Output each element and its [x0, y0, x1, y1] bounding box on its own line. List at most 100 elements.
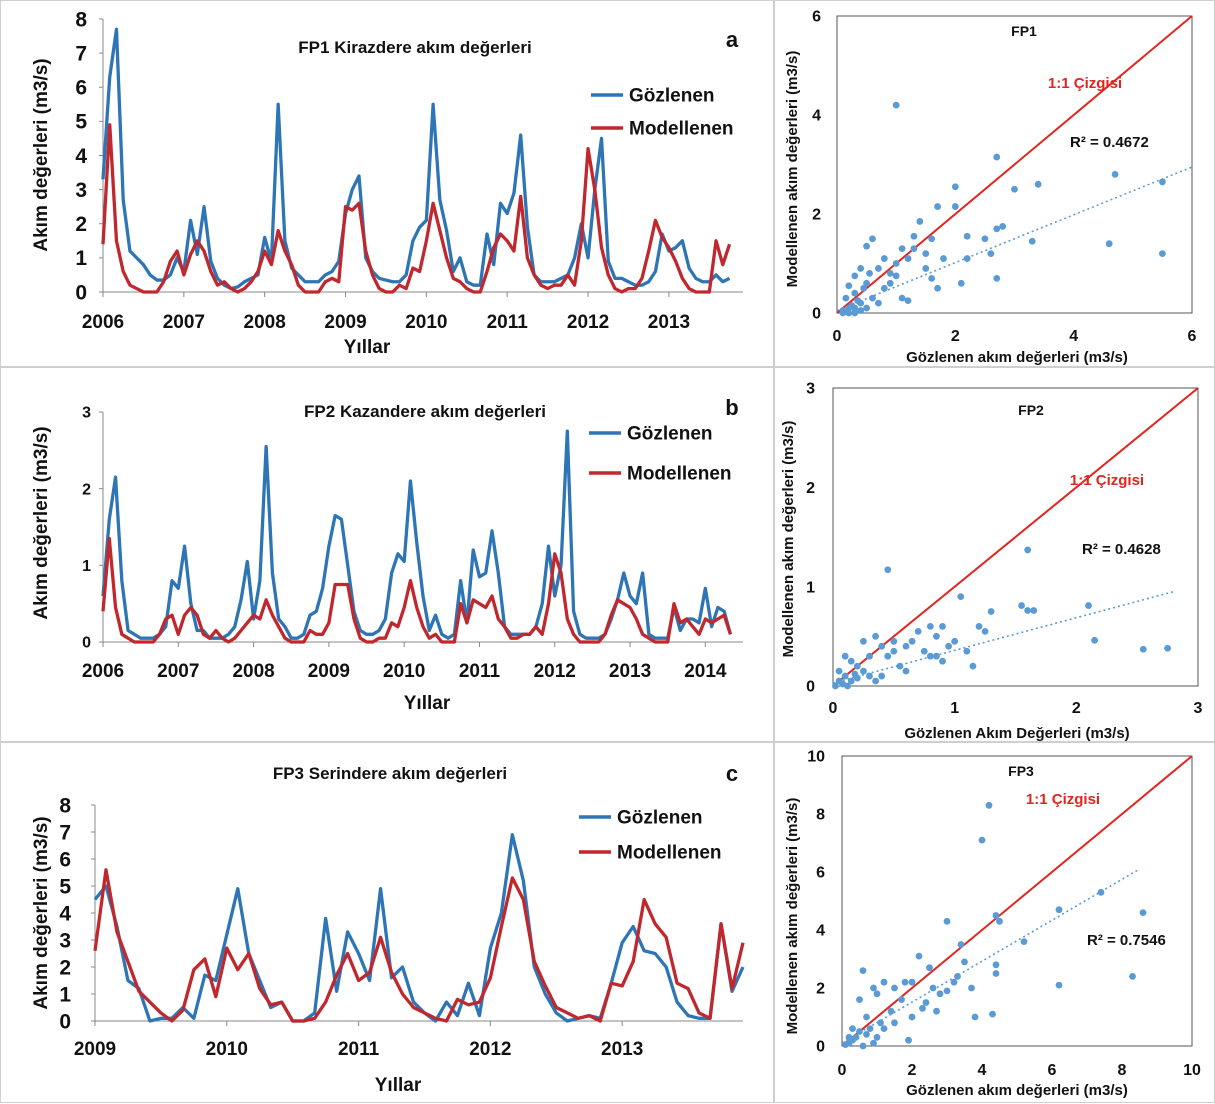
scatter-point [1030, 607, 1038, 614]
scatter-point [892, 101, 900, 109]
scatter-point [999, 222, 1007, 230]
plot-frame [832, 387, 1199, 687]
scatter-point [1020, 938, 1028, 945]
x-tick-label: 2011 [338, 1039, 380, 1060]
panel-fp1-scatter: 0 2 4 6 0 2 4 6 FP1 1:1 Çizgisi R² = 0.4672 Gözlene… [774, 0, 1215, 367]
r-squared-label: R² = 0.4672 [1070, 134, 1149, 151]
scatter-point [872, 677, 879, 685]
scatter-point [993, 153, 1001, 161]
x-tick-label: 2011 [459, 661, 501, 682]
scatter-point [851, 309, 859, 317]
scatter-point [934, 203, 941, 210]
chart-title: FP2 Kazandere akım değerleri [304, 402, 546, 421]
scatter-point [939, 623, 946, 630]
trend-line [832, 590, 1174, 684]
scatter-point [963, 232, 971, 240]
scatter-point [996, 917, 1003, 925]
scatter-point [880, 978, 888, 986]
y-tick-label: 0 [812, 306, 821, 323]
scatter-point [875, 299, 882, 307]
x-axis-label: Gözlenen akım değerleri (m3/s) [906, 349, 1128, 366]
series-line-modelled [101, 536, 733, 644]
y-tick-label: 1 [75, 247, 87, 270]
scatter-point [926, 623, 934, 630]
scatter-point [841, 672, 849, 680]
panel-fp3-timeseries: 0 1 2 3 4 5 6 7 8 2009 2010 2011 2012 2013 FP3 Serinde… [0, 742, 774, 1103]
scatter-point [904, 255, 912, 262]
scatter-point [844, 682, 851, 690]
y-tick-label: 0 [806, 679, 815, 696]
x-tick-label: 4 [978, 1062, 987, 1079]
scatter-point [957, 279, 965, 287]
scatter-point [951, 637, 959, 645]
x-tick-label: 2012 [534, 661, 576, 682]
panel-fp3-scatter: 0 2 4 6 8 10 0 2 4 6 8 10 FP3 1:1 Çizgisi R² = 0.7546 G… [774, 742, 1215, 1103]
scatter-point [856, 1028, 863, 1035]
scatter-point [845, 1033, 853, 1041]
scatter-point [872, 632, 879, 640]
scatter-point [950, 978, 958, 986]
x-tick-label: 2 [908, 1062, 917, 1079]
x-tick-label: 2006 [82, 661, 124, 682]
scatter-point [1055, 906, 1063, 914]
scatter-point [854, 297, 862, 305]
one-to-one-line [832, 387, 1199, 687]
panel-fp2-timeseries: 0 1 2 3 2006 2007 2008 2009 2010 2011 2012 2013 2014… [0, 367, 774, 742]
scatter-point [1111, 171, 1119, 178]
x-tick-label: 2010 [383, 661, 425, 682]
scatter-point [971, 1013, 979, 1021]
scatter-point [1028, 237, 1036, 245]
scatter-point [1139, 645, 1147, 653]
scatter-point [860, 637, 867, 645]
y-tick-label: 4 [59, 902, 71, 925]
chart-title: FP3 Serindere akım değerleri [273, 764, 507, 783]
scatter-point [908, 978, 916, 986]
scatter-point [901, 978, 909, 986]
scatter-point [975, 623, 983, 630]
scatter-point [987, 250, 995, 257]
x-tick-label: 2009 [74, 1039, 116, 1060]
x-axis-label: Yıllar [404, 693, 451, 714]
y-axis-label: Modellenen akım değerleri (m3/s) [784, 798, 801, 1035]
scatter-point [849, 1025, 856, 1032]
y-tick-label: 3 [59, 929, 71, 952]
scatter-point [1011, 185, 1018, 193]
y-tick-label: 8 [816, 807, 825, 824]
r-squared-label: R² = 0.7546 [1087, 932, 1166, 949]
y-tick-label: 3 [806, 381, 815, 398]
scatter-point [892, 260, 900, 267]
x-tick-label: 2013 [648, 312, 690, 333]
scatter-point [920, 647, 928, 655]
x-tick-label: 2008 [244, 312, 286, 333]
scatter-point [869, 235, 876, 243]
scatter-point [891, 984, 898, 992]
y-tick-label: 6 [59, 848, 71, 871]
x-tick-label: 2 [1072, 700, 1081, 717]
scatter-point [1097, 888, 1105, 896]
scatter-point [866, 652, 873, 660]
x-axis-label: Gözlenen Akım Değerleri (m3/s) [904, 725, 1129, 742]
scatter-point [915, 952, 923, 960]
scatter-point [880, 284, 888, 292]
scatter-point [933, 632, 940, 640]
scatter-point [870, 984, 877, 992]
scatter-point [926, 652, 934, 660]
y-tick-label: 6 [75, 77, 87, 100]
scatter-point [933, 1007, 940, 1015]
series-line-observed [93, 833, 745, 1023]
scatter-point [880, 1025, 888, 1032]
scatter-point [922, 250, 930, 257]
scatter-point [902, 642, 910, 650]
scatter-point [928, 235, 936, 243]
scatter-point [910, 232, 918, 240]
scatter-point [870, 1039, 877, 1047]
scatter-point [945, 642, 952, 650]
scatter-point [863, 1013, 870, 1021]
scatter-point [842, 1041, 849, 1048]
scatter-point [853, 662, 861, 670]
x-tick-label: 2008 [232, 661, 274, 682]
scatter-point [993, 225, 1001, 233]
scatter-point [890, 647, 898, 655]
y-tick-label: 2 [75, 213, 87, 236]
scatter-point [860, 284, 868, 292]
